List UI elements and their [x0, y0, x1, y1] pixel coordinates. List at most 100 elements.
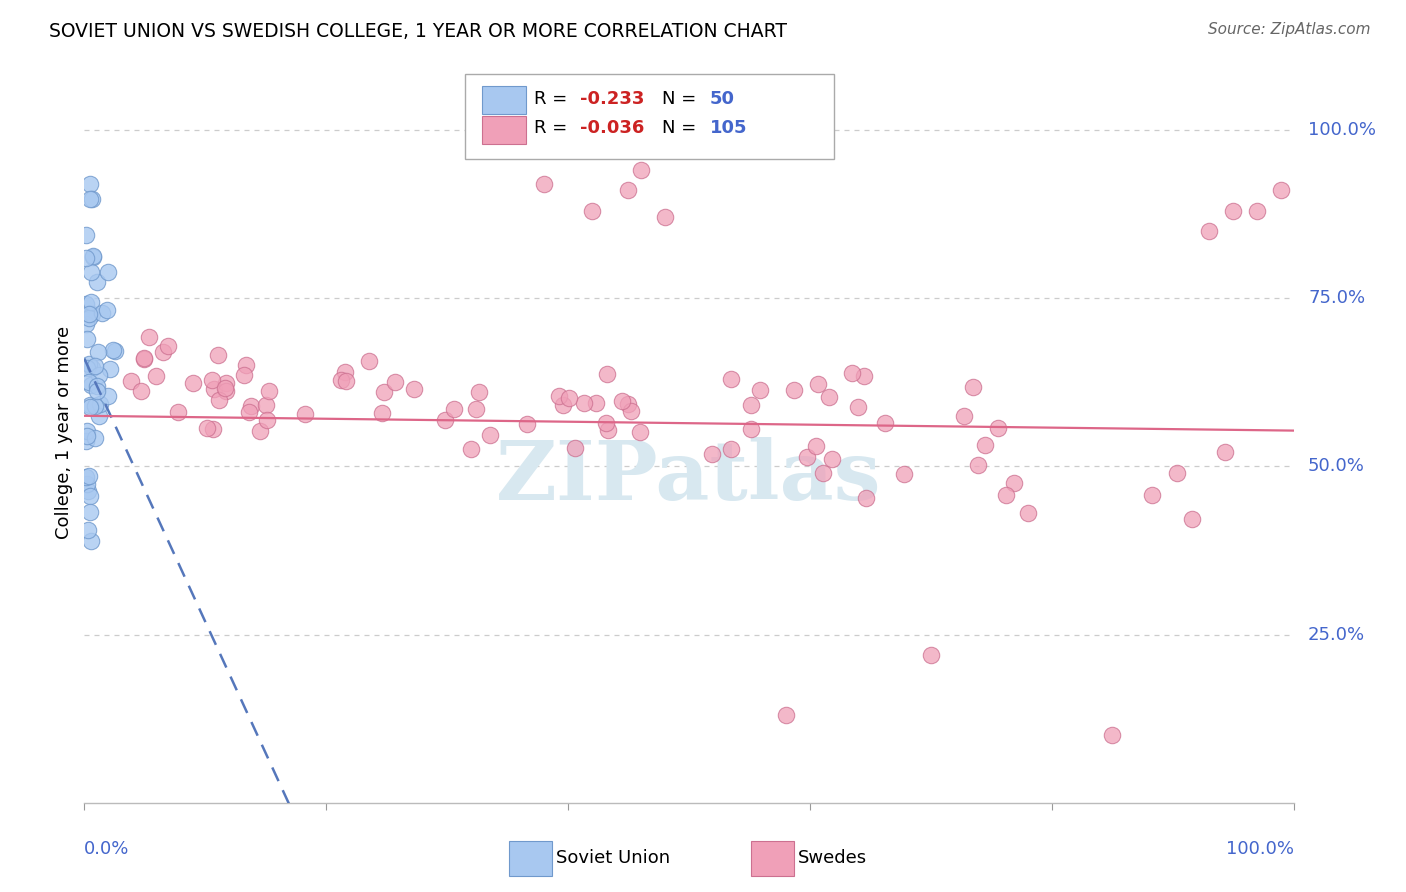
Point [207, 349, 229, 363]
Point [581, 203, 603, 218]
Point [443, 401, 465, 416]
Point [235, 358, 257, 372]
Point [79, 398, 101, 412]
Point [134, 351, 156, 366]
Point [76, 424, 98, 438]
Point [77, 307, 100, 321]
Point [585, 396, 607, 410]
Point [596, 424, 619, 438]
Point [987, 421, 1010, 435]
Point [811, 466, 834, 480]
Point [87, 345, 110, 359]
Text: R =: R = [534, 90, 574, 108]
Point [547, 389, 569, 403]
Point [333, 365, 356, 379]
Point [496, 143, 519, 157]
Point [239, 399, 262, 413]
Point [76, 483, 98, 498]
Point [86, 275, 108, 289]
Point [76, 332, 98, 346]
Point [1017, 506, 1039, 520]
Point [201, 373, 224, 387]
Point [920, 648, 942, 662]
Point [76, 429, 98, 443]
FancyBboxPatch shape [465, 73, 834, 159]
Point [86, 378, 108, 392]
Point [76, 360, 98, 375]
Point [75, 470, 97, 484]
Point [156, 339, 179, 353]
Point [630, 163, 652, 178]
Text: N =: N = [662, 90, 703, 108]
Point [564, 441, 586, 455]
Point [846, 401, 869, 415]
Point [654, 211, 676, 225]
Point [233, 368, 256, 383]
Point [783, 383, 806, 397]
Point [79, 294, 101, 309]
Point [82, 249, 104, 263]
Point [373, 385, 395, 400]
Point [86, 384, 108, 399]
Point [893, 467, 915, 481]
Point [1198, 224, 1220, 238]
Text: 100.0%: 100.0% [1226, 840, 1294, 858]
Point [79, 489, 101, 503]
Point [557, 391, 579, 405]
Point [197, 421, 219, 435]
Text: N =: N = [662, 120, 703, 137]
Point [75, 434, 97, 448]
Point [80, 307, 103, 321]
Point [103, 343, 125, 357]
Text: 75.0%: 75.0% [1308, 289, 1365, 307]
Point [87, 409, 110, 424]
Text: 105: 105 [710, 120, 747, 137]
Point [617, 183, 640, 197]
Point [79, 505, 101, 519]
Point [460, 442, 482, 457]
Point [76, 477, 98, 491]
Point [254, 398, 277, 412]
Point [152, 344, 174, 359]
Point [952, 409, 974, 423]
Text: Swedes: Swedes [797, 848, 868, 867]
Point [404, 382, 426, 396]
Point [215, 376, 238, 391]
Point [1002, 475, 1025, 490]
Point [821, 452, 844, 467]
Point [249, 424, 271, 438]
Point [84, 430, 107, 444]
Point [256, 413, 278, 427]
Point [700, 447, 723, 461]
Point [98, 361, 121, 376]
Point [875, 416, 897, 430]
Point [335, 374, 357, 388]
Point [97, 389, 120, 403]
Text: SOVIET UNION VS SWEDISH COLLEGE, 1 YEAR OR MORE CORRELATION CHART: SOVIET UNION VS SWEDISH COLLEGE, 1 YEAR … [49, 22, 787, 41]
Point [97, 265, 120, 279]
Point [79, 177, 101, 191]
Point [596, 367, 619, 381]
Point [89, 397, 111, 411]
Point [468, 384, 491, 399]
Point [77, 357, 100, 371]
Point [962, 379, 984, 393]
Text: 50.0%: 50.0% [1308, 458, 1365, 475]
Point [595, 416, 617, 430]
Point [77, 376, 100, 390]
Text: 25.0%: 25.0% [1308, 625, 1365, 643]
Point [77, 523, 100, 537]
Text: Source: ZipAtlas.com: Source: ZipAtlas.com [1208, 22, 1371, 37]
FancyBboxPatch shape [482, 116, 526, 144]
Point [551, 398, 574, 412]
Point [855, 491, 877, 506]
Point [1181, 512, 1204, 526]
FancyBboxPatch shape [751, 840, 794, 876]
Point [973, 438, 995, 452]
Point [384, 375, 406, 389]
Point [257, 384, 280, 398]
Point [966, 458, 988, 472]
Point [79, 400, 101, 414]
Point [87, 368, 110, 383]
Point [83, 359, 105, 374]
